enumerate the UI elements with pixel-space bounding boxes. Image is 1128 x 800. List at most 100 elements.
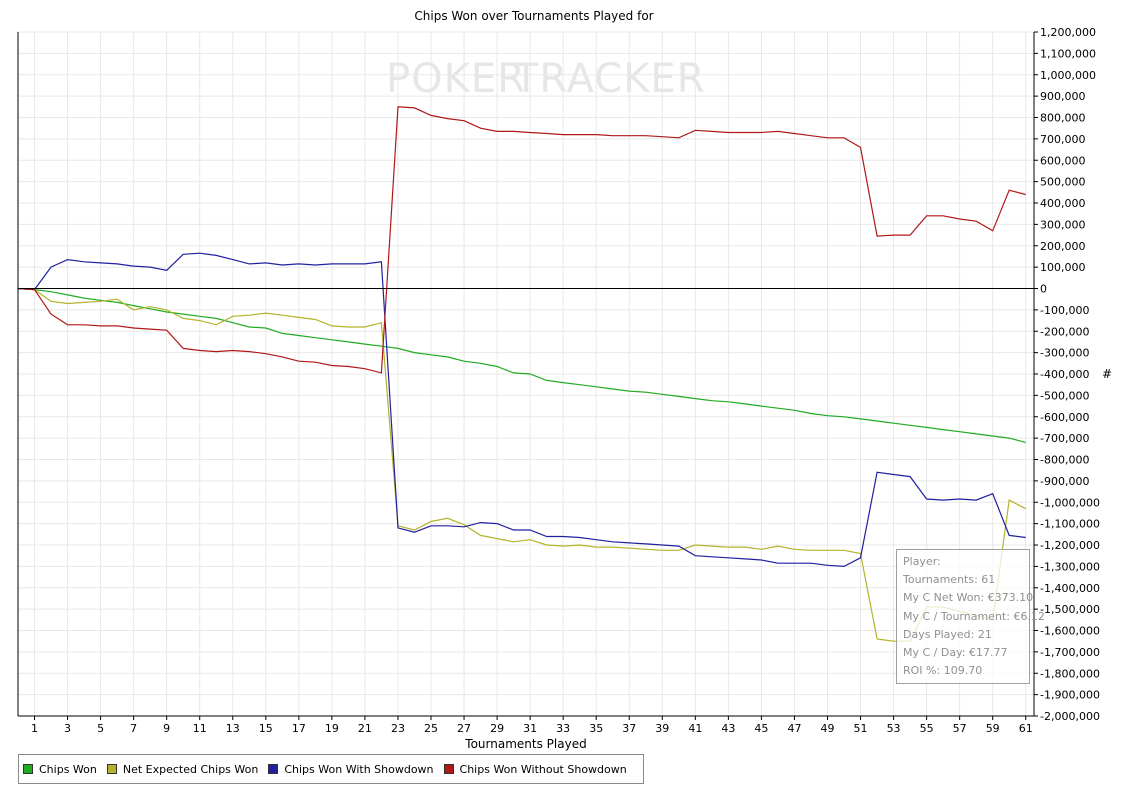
x-tick-label: 17 bbox=[292, 722, 306, 735]
y-tick-label: -200,000 bbox=[1040, 325, 1089, 338]
y-tick-label: -1,100,000 bbox=[1040, 518, 1100, 531]
x-tick-label: 3 bbox=[64, 722, 71, 735]
y-tick-label: -1,700,000 bbox=[1040, 646, 1100, 659]
y-tick-label: 400,000 bbox=[1040, 197, 1086, 210]
chips-won-without-showdown-line bbox=[17, 106, 1026, 374]
tooltip-per-day: My C / Day: €17.77 bbox=[903, 646, 1008, 660]
y-tick-label: -2,000,000 bbox=[1040, 710, 1100, 723]
legend-label: Chips Won bbox=[39, 762, 97, 776]
x-tick-label: 43 bbox=[721, 722, 735, 735]
x-tick-label: 61 bbox=[1019, 722, 1033, 735]
x-tick-label: 7 bbox=[130, 722, 137, 735]
x-tick-label: 53 bbox=[887, 722, 901, 735]
grid bbox=[18, 31, 1038, 720]
x-tick-label: 19 bbox=[325, 722, 339, 735]
x-tick-label: 31 bbox=[523, 722, 537, 735]
x-tick-label: 39 bbox=[655, 722, 669, 735]
x-tick-label: 41 bbox=[688, 722, 702, 735]
series-lines bbox=[17, 106, 1026, 642]
x-tick-label: 1 bbox=[31, 722, 38, 735]
chart-title: Chips Won over Tournaments Played for bbox=[414, 9, 653, 23]
legend-swatch bbox=[268, 764, 279, 774]
player-stats-tooltip: Player: Tournaments: 61 My C Net Won: €3… bbox=[896, 549, 1045, 684]
x-tick-label: 49 bbox=[820, 722, 834, 735]
x-tick-label: 33 bbox=[556, 722, 570, 735]
chart-legend: Chips Won Net Expected Chips Won Chips Won… bbox=[18, 754, 644, 784]
y-tick-label: 100,000 bbox=[1040, 261, 1086, 274]
axes bbox=[17, 32, 1035, 717]
y-tick-label: -1,500,000 bbox=[1040, 603, 1100, 616]
legend-swatch bbox=[443, 764, 454, 774]
x-tick-label: 45 bbox=[754, 722, 768, 735]
legend-item-chips-won-with-showdown: Chips Won With Showdown bbox=[268, 762, 434, 776]
tooltip-net-won: My C Net Won: €373.10 bbox=[903, 591, 1034, 605]
y-tick-label: 500,000 bbox=[1040, 176, 1086, 189]
y-tick-label: 900,000 bbox=[1040, 90, 1086, 103]
y-tick-label: -1,000,000 bbox=[1040, 496, 1100, 509]
chips-won-line bbox=[17, 287, 1026, 443]
x-tick-label: 35 bbox=[589, 722, 603, 735]
watermark-left-text: POKER bbox=[386, 56, 526, 102]
y-tick-label: 1,000,000 bbox=[1040, 69, 1096, 82]
x-tick-labels: 1 3 5 7 9 11 13 15 17 19 21 23 25 27 29 31 33 35 37 39 41 43 4… bbox=[31, 722, 1033, 735]
tooltip-player: Player: bbox=[903, 555, 941, 568]
x-tick-label: 29 bbox=[490, 722, 504, 735]
x-tick-label: 55 bbox=[920, 722, 934, 735]
net-expected-chips-won-line bbox=[17, 287, 1026, 642]
x-tick-label: 25 bbox=[424, 722, 438, 735]
y-tick-label: -1,400,000 bbox=[1040, 582, 1100, 595]
y-tick-label: -600,000 bbox=[1040, 411, 1089, 424]
watermark-right-text: TRACKER bbox=[513, 56, 706, 102]
x-tick-label: 15 bbox=[259, 722, 273, 735]
x-tick-label: 11 bbox=[193, 722, 207, 735]
y-tick-label: -1,300,000 bbox=[1040, 560, 1100, 573]
y-tick-label: 800,000 bbox=[1040, 112, 1086, 125]
tooltip-roi: ROI %: 109.70 bbox=[903, 664, 983, 678]
x-tick-label: 13 bbox=[226, 722, 240, 735]
legend-label: Net Expected Chips Won bbox=[122, 762, 259, 776]
x-tick-label: 37 bbox=[622, 722, 636, 735]
x-tick-label: 21 bbox=[358, 722, 372, 735]
y-tick-label: 0 bbox=[1040, 283, 1047, 296]
x-tick-label: 47 bbox=[787, 722, 801, 735]
y-tick-label: 700,000 bbox=[1040, 133, 1086, 146]
legend-label: Chips Won With Showdown bbox=[284, 762, 434, 776]
y-tick-label: 300,000 bbox=[1040, 218, 1086, 231]
tooltip-days-played: Days Played: 21 bbox=[903, 627, 992, 641]
x-tick-label: 23 bbox=[391, 722, 405, 735]
y-tick-label: -900,000 bbox=[1040, 475, 1089, 488]
x-tick-label: 51 bbox=[854, 722, 868, 735]
y-tick-label: -700,000 bbox=[1040, 432, 1089, 445]
y-tick-label: -300,000 bbox=[1040, 347, 1089, 360]
x-tick-label: 9 bbox=[163, 722, 170, 735]
y-tick-label: -1,900,000 bbox=[1040, 689, 1100, 702]
legend-swatch bbox=[106, 764, 117, 774]
chips-won-with-showdown-line bbox=[17, 252, 1026, 568]
x-tick-label: 59 bbox=[986, 722, 1000, 735]
watermark-logo: POKER TRACKER bbox=[386, 56, 706, 102]
legend-label: Chips Won Without Showdown bbox=[459, 762, 627, 776]
x-tick-label: 27 bbox=[457, 722, 471, 735]
y-tick-label: 600,000 bbox=[1040, 154, 1086, 167]
y-tick-label: -1,800,000 bbox=[1040, 667, 1100, 680]
x-tick-label: 5 bbox=[97, 722, 104, 735]
y-tick-label: 200,000 bbox=[1040, 240, 1086, 253]
y-tick-label: 1,100,000 bbox=[1040, 47, 1096, 60]
legend-item-chips-won: Chips Won bbox=[23, 763, 97, 776]
y-tick-label: -100,000 bbox=[1040, 304, 1089, 317]
y-tick-labels: 1,200,000 1,100,000 1,000,000 900,000 800,00… bbox=[1040, 26, 1100, 723]
y-axis-side-mark: # bbox=[1102, 367, 1112, 381]
y-tick-label: -1,200,000 bbox=[1040, 539, 1100, 552]
legend-item-net-expected-chips-won: Net Expected Chips Won bbox=[106, 762, 259, 776]
y-tick-label: -400,000 bbox=[1040, 368, 1089, 381]
tooltip-tournaments: Tournaments: 61 bbox=[903, 573, 996, 587]
tooltip-per-tournament: My C / Tournament: €6.12 bbox=[903, 609, 1045, 623]
legend-swatch bbox=[23, 764, 33, 774]
x-tick-label: 57 bbox=[953, 722, 967, 735]
y-tick-label: -800,000 bbox=[1040, 454, 1089, 467]
legend-item-chips-won-without-showdown: Chips Won Without Showdown bbox=[443, 762, 627, 776]
y-tick-label: -1,600,000 bbox=[1040, 625, 1100, 638]
x-axis-label: Tournaments Played bbox=[464, 737, 586, 751]
y-tick-label: 1,200,000 bbox=[1040, 26, 1096, 39]
